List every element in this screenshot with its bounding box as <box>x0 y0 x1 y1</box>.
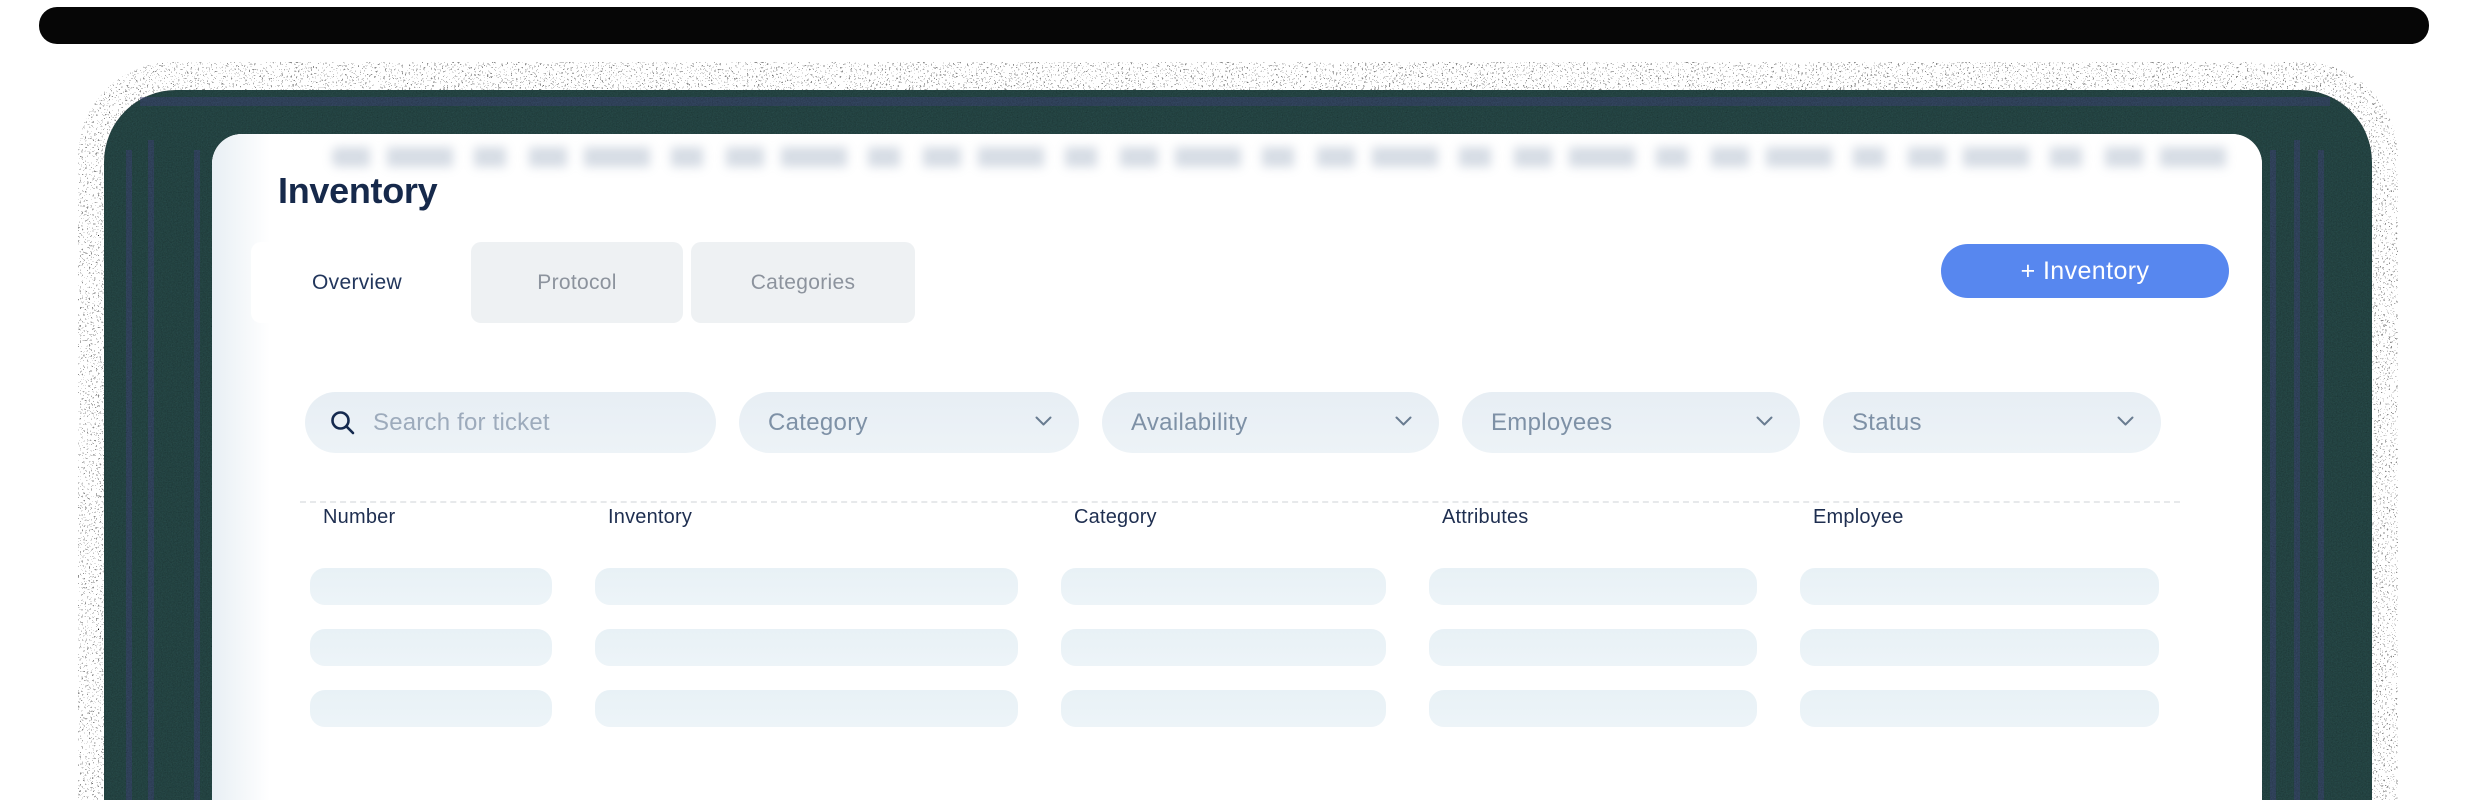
table-divider <box>300 501 2180 503</box>
column-header-category: Category <box>1074 506 1157 528</box>
chevron-down-icon <box>1035 414 1052 432</box>
skeleton-cell <box>1800 568 2159 605</box>
skeleton-cell <box>310 568 552 605</box>
search-icon <box>329 409 356 436</box>
column-header-attributes: Attributes <box>1442 506 1529 528</box>
tab-categories-label: Categories <box>750 270 856 294</box>
tab-bar: Overview Protocol Categories <box>251 242 915 323</box>
filter-employees-dropdown[interactable]: Employees <box>1462 392 1800 453</box>
skeleton-cell <box>595 690 1018 727</box>
chevron-down-icon <box>1395 414 1412 432</box>
skeleton-cell <box>1429 690 1757 727</box>
tab-overview[interactable]: Overview <box>251 242 463 323</box>
column-header-number: Number <box>323 506 396 528</box>
column-header-employee: Employee <box>1813 506 1904 528</box>
content-card: Inventory Overview Protocol Categories +… <box>212 134 2262 800</box>
filter-employees-label: Employees <box>1491 408 1613 436</box>
skeleton-cell <box>1061 629 1386 666</box>
filter-category-label: Category <box>768 408 868 436</box>
skeleton-cell <box>595 629 1018 666</box>
search-field[interactable] <box>305 392 716 453</box>
table-header-row: Number Inventory Category Attributes Emp… <box>310 506 2159 529</box>
add-inventory-button[interactable]: + Inventory <box>1941 244 2229 298</box>
skeleton-cell <box>310 629 552 666</box>
skeleton-cell <box>1429 568 1757 605</box>
chevron-down-icon <box>2117 414 2134 432</box>
tab-overview-label: Overview <box>312 270 402 294</box>
tab-categories[interactable]: Categories <box>691 242 915 323</box>
tab-protocol-label: Protocol <box>537 270 617 294</box>
page-title: Inventory <box>278 170 438 211</box>
filter-availability-label: Availability <box>1131 408 1248 436</box>
chevron-down-icon <box>1756 414 1773 432</box>
filter-availability-dropdown[interactable]: Availability <box>1102 392 1439 453</box>
top-accent-bar <box>39 7 2429 44</box>
skeleton-cell <box>1800 629 2159 666</box>
skeleton-cell <box>1061 690 1386 727</box>
filter-status-label: Status <box>1852 408 1922 436</box>
skeleton-cell <box>1800 690 2159 727</box>
skeleton-cell <box>1061 568 1386 605</box>
search-input[interactable] <box>371 407 675 438</box>
filter-status-dropdown[interactable]: Status <box>1823 392 2161 453</box>
filter-bar: Category Availability Employees Status <box>305 392 2161 453</box>
add-inventory-label: + Inventory <box>2020 256 2150 285</box>
skeleton-cell <box>310 690 552 727</box>
skeleton-cell <box>1429 629 1757 666</box>
column-header-inventory: Inventory <box>608 506 693 528</box>
skeleton-cell <box>595 568 1018 605</box>
ghost-text-artifact <box>332 147 2237 167</box>
skeleton-table <box>310 568 2159 727</box>
tab-protocol[interactable]: Protocol <box>471 242 683 323</box>
filter-category-dropdown[interactable]: Category <box>739 392 1079 453</box>
